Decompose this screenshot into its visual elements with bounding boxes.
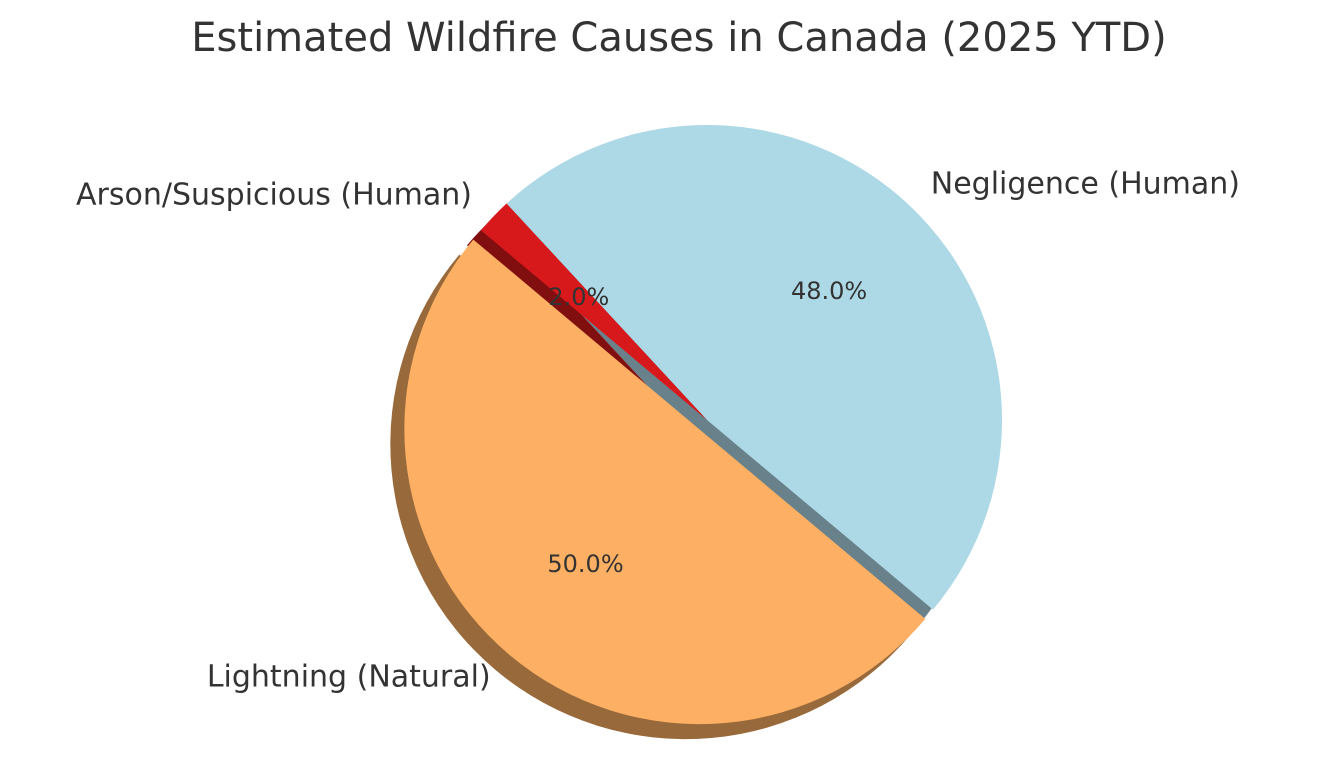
value-label: 2.0% — [548, 283, 609, 311]
pie-slice — [404, 239, 926, 725]
chart-title: Estimated Wildfire Causes in Canada (202… — [191, 15, 1166, 61]
value-label: 50.0% — [547, 550, 623, 578]
slice-label: Lightning (Natural) — [207, 659, 491, 694]
pie-slice — [506, 125, 1002, 610]
slice-label: Negligence (Human) — [931, 167, 1240, 202]
value-label: 48.0% — [791, 277, 867, 305]
pie-slice — [481, 203, 707, 420]
slice-label: Arson/Suspicious (Human) — [76, 178, 472, 213]
